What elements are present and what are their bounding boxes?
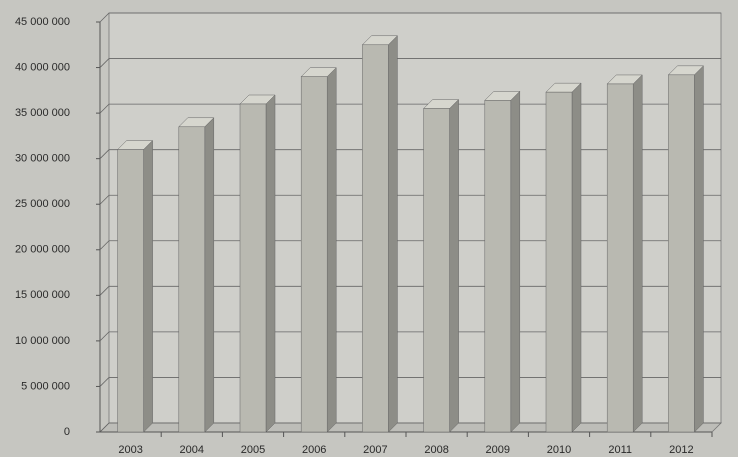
grid-line [99,377,110,387]
x-tick-label: 2004 [180,444,204,456]
y-tick-label: 10 000 000 [15,335,70,347]
x-tick-label: 2008 [424,444,448,456]
x-tick-label: 2010 [547,444,571,456]
bar [361,35,399,433]
x-tick-label: 2009 [486,444,510,456]
bar-side [265,94,276,433]
x-tick-label: 2005 [241,444,265,456]
grid-line [99,286,110,296]
bar-front [606,83,634,433]
bar [606,74,643,433]
grid-line [99,149,110,159]
bar [667,65,705,433]
y-tick-label: 20 000 000 [15,244,70,256]
bar-side [449,98,459,433]
bar [239,94,276,433]
bar-front [178,126,206,433]
bar-front [545,91,573,433]
grid-line [99,58,110,68]
bar-front [117,149,144,433]
x-tick-label: 2003 [118,444,142,456]
grid-line [99,12,110,23]
grid-line [99,103,110,114]
bar-side [143,139,153,433]
grid-line [99,194,110,205]
y-tick-label: 45 000 000 [15,16,70,28]
x-tick-label: 2006 [302,444,326,456]
bar-front [300,76,328,433]
x-tick-label: 2007 [363,444,387,456]
y-tick-label: 30 000 000 [15,153,70,165]
bar-side [571,82,582,433]
y-tick-label: 40 000 000 [15,61,70,73]
bar-front [423,108,450,433]
bar [178,117,215,433]
bar [422,98,460,433]
bar-side [388,35,398,433]
y-tick-label: 25 000 000 [15,198,70,210]
x-tick-label: 2012 [669,444,693,456]
y-tick-label: 0 [64,426,70,438]
bar-side [694,65,704,433]
bar-front [484,100,512,433]
grid-line [99,240,110,251]
y-tick-label: 35 000 000 [15,107,70,119]
bar [545,82,582,433]
bar [300,67,337,433]
grid-line [99,422,110,433]
grid-line [99,331,110,342]
bar-front [239,103,267,433]
bar-front [362,44,389,433]
y-tick-label: 5 000 000 [21,380,70,392]
bar [484,90,521,433]
bar [116,139,154,433]
bar-side [632,74,643,433]
bar-front [668,74,695,433]
bar-side [326,67,337,433]
x-tick-label: 2011 [608,444,632,456]
y-tick-label: 15 000 000 [15,289,70,301]
bar-side [204,117,215,433]
bar-side [510,90,521,433]
